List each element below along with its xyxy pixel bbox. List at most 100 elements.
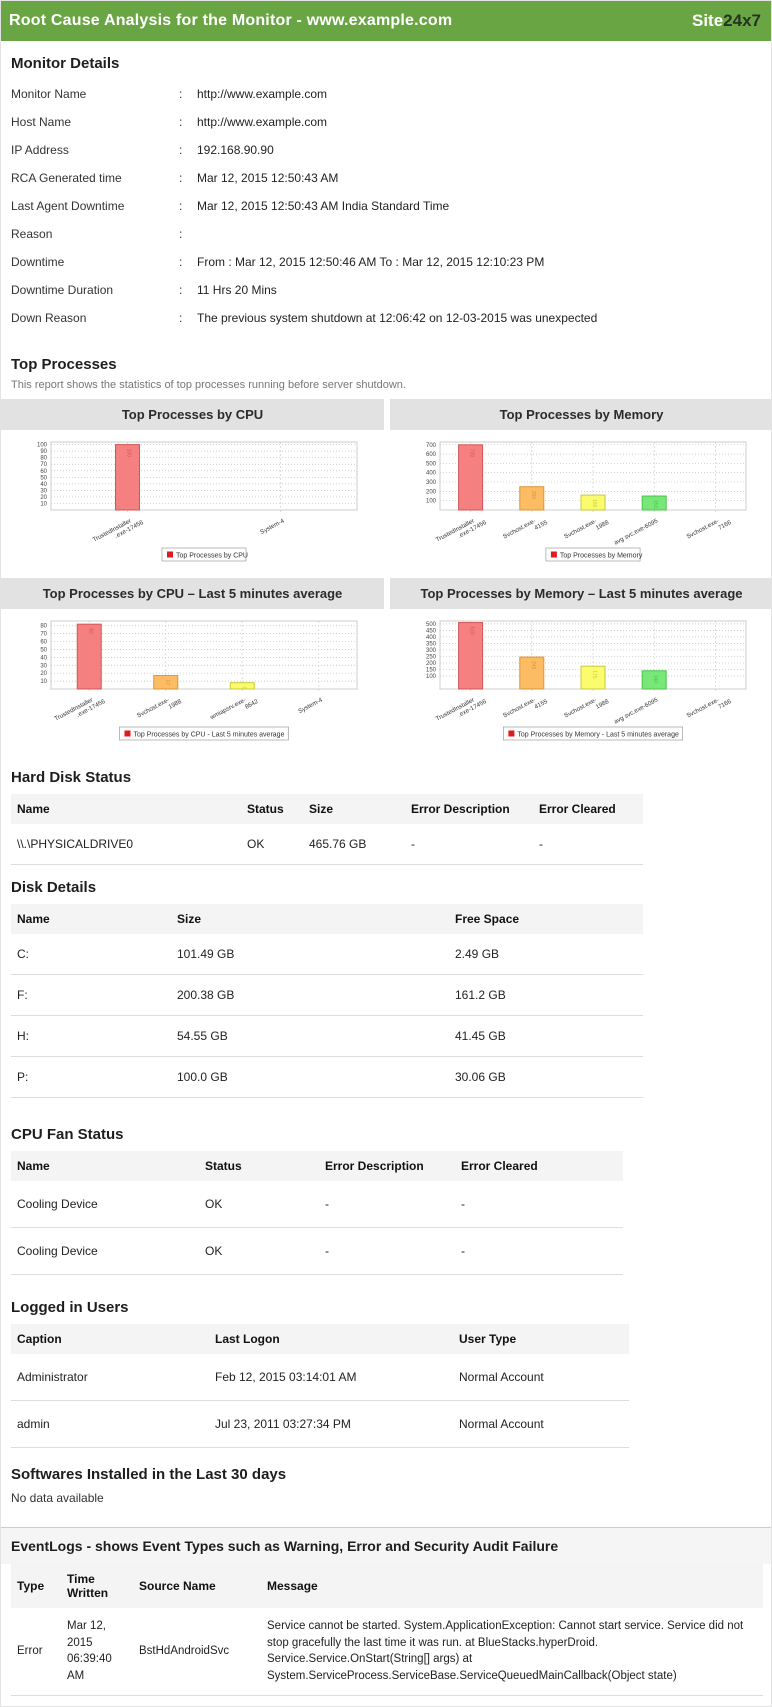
column-header: Error Description — [405, 794, 533, 824]
table-cell: OK — [199, 1181, 319, 1228]
data-table: Name Status Size Error Description Error Cle… — [11, 794, 643, 865]
y-tick-label: 40 — [40, 655, 47, 661]
bar — [519, 486, 545, 511]
y-tick-label: 70 — [40, 632, 47, 638]
legend-box — [503, 726, 683, 741]
y-tick-label: 300 — [426, 648, 437, 654]
monitor-details-title: Monitor Details — [11, 55, 120, 72]
y-tick-label: 40 — [40, 482, 47, 488]
bar-value-label: 100 — [126, 449, 132, 458]
y-tick-label: 50 — [40, 475, 47, 481]
table-cell: Normal Account — [453, 1354, 629, 1401]
table-cell: \\.\PHYSICALDRIVE0 — [11, 824, 241, 865]
data-table: Name Size Free Space C: 101.49 GB 2.49 GB F: 20… — [11, 904, 643, 1098]
detail-label: Monitor Name — [11, 87, 87, 101]
detail-label: Reason — [11, 227, 53, 241]
chart-panel-title-cpu: Top Processes by CPU — [1, 399, 384, 430]
detail-colon: : — [179, 171, 183, 185]
legend-label: Top Processes by Memory - Last 5 minutes… — [517, 732, 679, 739]
column-header: Status — [241, 794, 303, 824]
y-tick-label: 450 — [426, 628, 437, 634]
chart-cpu: 10 20 30 40 50 60 70 80 90 100 100 TrustedInstaller… — [1, 430, 384, 570]
x-category-label: Svchost.exe-4155 — [502, 692, 549, 726]
table-cell: - — [455, 1181, 623, 1228]
bar — [580, 494, 606, 511]
section-divider — [1, 1527, 771, 1528]
table-cell: 161.2 GB — [449, 974, 643, 1016]
y-tick-label: 70 — [40, 462, 47, 468]
detail-label: Last Agent Downtime — [11, 199, 125, 213]
table-row: F: 200.38 GB 161.2 GB — [11, 974, 643, 1016]
detail-label: Host Name — [11, 115, 72, 129]
report-header: Root Cause Analysis for the Monitor - ww… — [1, 1, 771, 41]
legend-label: Top Processes by CPU — [176, 553, 248, 560]
table-cell: 200.38 GB — [171, 974, 449, 1016]
y-tick-label: 30 — [40, 663, 47, 669]
bar-chart: 100 200 300 400 500 600 700 700 TrustedInstaller… — [426, 441, 747, 562]
table-header-row: Caption Last Logon User Type — [11, 1324, 629, 1354]
column-header: Name — [11, 794, 241, 824]
column-header: Size — [303, 794, 405, 824]
logo-site-text: Site — [691, 11, 724, 30]
y-tick-label: 400 — [426, 635, 437, 641]
table-cell: Normal Account — [453, 1400, 629, 1448]
x-category-label: Svchost.exe-1988 — [563, 513, 610, 547]
table-cell: - — [319, 1227, 455, 1275]
bar-value-label: 82 — [87, 628, 93, 634]
x-category-label: Svchost.exe-7166 — [685, 692, 732, 726]
softwares-title: Softwares Installed in the Last 30 days — [11, 1466, 287, 1483]
chart-memory-5min: 100 150 200 250 300 350 400 450 500 510 TrustedIns… — [390, 609, 771, 749]
detail-row: Downtime Duration:11 Hrs 20 Mins — [1, 276, 771, 304]
x-category-label: avg svc.exe-6095 — [613, 696, 660, 725]
x-category-label: TrustedInstaller.exe-17456 — [435, 513, 488, 550]
chart-panel-cpu-5min: Top Processes by CPU – Last 5 minutes av… — [1, 578, 384, 749]
y-tick-label: 80 — [40, 624, 47, 630]
chart-panel-title-memory: Top Processes by Memory — [390, 399, 771, 430]
detail-value — [197, 227, 761, 241]
site24x7-logo: Site24x7 — [692, 11, 761, 31]
y-tick-label: 400 — [426, 471, 437, 477]
logo-24x7-text: 24x7 — [723, 11, 761, 30]
detail-value: From : Mar 12, 2015 12:50:46 AM To : Mar… — [197, 255, 545, 269]
detail-row: IP Address:192.168.90.90 — [1, 136, 771, 164]
charts-grid: Top Processes by CPU 10 20 30 40 50 60 70 80 90 1… — [1, 399, 771, 755]
x-category-label: Svchost.exe-4155 — [502, 513, 549, 547]
plot-area — [50, 620, 358, 690]
bar-value-label: 245 — [530, 661, 536, 670]
bar — [76, 623, 102, 690]
detail-value: Mar 12, 2015 12:50:43 AM — [197, 171, 339, 185]
cpu-fan-table: Name Status Error Description Error Cleared… — [1, 1149, 771, 1285]
column-header: Caption — [11, 1324, 209, 1354]
bar-value-label: 160 — [591, 499, 597, 508]
column-header: Error Description — [319, 1151, 455, 1181]
detail-row: Down Reason: The previous system shutdown… — [1, 304, 771, 332]
detail-label: Downtime Duration — [11, 283, 114, 297]
bar-chart: 102030405060708090100100TrustedInstaller… — [37, 441, 358, 562]
bar — [580, 665, 606, 690]
chart-panel-memory: Top Processes by Memory 100 200 300 400 500 6… — [390, 399, 771, 570]
table-header-row: Name Status Error Description Error Cleared — [11, 1151, 623, 1181]
legend-box — [161, 547, 247, 562]
detail-value: 192.168.90.90 — [197, 143, 274, 157]
table-row: Error Mar 12, 2015 06:39:40 AM BstHdAndroi… — [11, 1608, 763, 1696]
bar-value-label: 150 — [652, 500, 658, 509]
table-cell: - — [455, 1227, 623, 1275]
y-tick-label: 200 — [426, 489, 437, 495]
bar-value-label: 140 — [652, 675, 658, 684]
top-processes-note: This report shows the statistics of top … — [11, 379, 406, 391]
chart-panel-title-cpu-5min: Top Processes by CPU – Last 5 minutes av… — [1, 578, 384, 609]
table-row: \\.\PHYSICALDRIVE0 OK 465.76 GB - - — [11, 824, 643, 865]
table-cell: F: — [11, 974, 171, 1016]
column-header: Time Written — [61, 1564, 133, 1608]
column-header: Name — [11, 904, 171, 934]
bar — [458, 444, 484, 511]
table-cell: 41.45 GB — [449, 1015, 643, 1057]
table-cell: Jul 23, 2011 03:27:34 PM — [209, 1400, 453, 1448]
legend-label: Top Processes by CPU - Last 5 minutes av… — [134, 732, 285, 739]
data-table: Caption Last Logon User Type Administrator F… — [11, 1324, 629, 1448]
detail-value: http://www.example.com — [197, 87, 328, 101]
table-cell: 30.06 GB — [449, 1056, 643, 1098]
column-header: Name — [11, 1151, 199, 1181]
